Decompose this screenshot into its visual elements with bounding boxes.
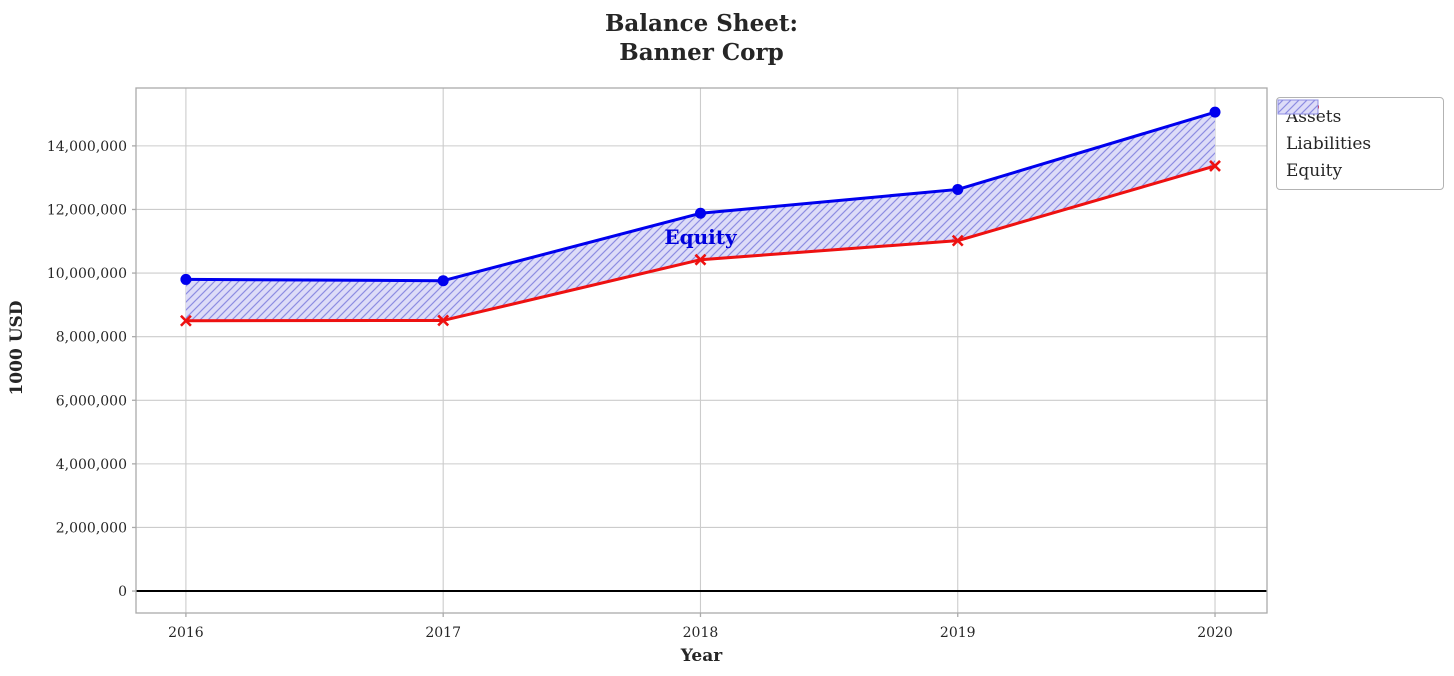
liabilities-marker — [1209, 159, 1221, 172]
legend-item-liabilities: Liabilities — [1279, 101, 1434, 157]
y-tick-label: 6,000,000 — [56, 393, 127, 409]
y-tick-label: 14,000,000 — [47, 139, 127, 155]
legend-label-equity: Equity — [1286, 160, 1343, 181]
assets-marker — [694, 207, 706, 219]
equity-patch-icon — [1277, 99, 1319, 115]
chart-title-line1: Balance Sheet: — [604, 10, 799, 37]
liabilities-marker — [694, 253, 707, 266]
equity-annotation: Equity — [664, 224, 737, 249]
liabilities-marker — [179, 314, 192, 327]
legend: Assets Liabilities Equity — [1276, 97, 1444, 190]
assets-marker — [180, 273, 192, 285]
y-tick-label: 4,000,000 — [56, 457, 127, 473]
assets-marker — [952, 183, 964, 195]
y-tick-label: 0 — [118, 584, 127, 600]
plot-layer — [136, 106, 1267, 593]
x-axis-label: Year — [680, 646, 723, 666]
y-axis-label: 1000 USD — [7, 300, 27, 396]
y-tick-label: 10,000,000 — [47, 266, 127, 282]
legend-item-equity: Equity — [1277, 99, 1434, 184]
plot-border — [135, 87, 1268, 614]
x-tick-label: 2017 — [425, 625, 461, 641]
chart-title-line2: Banner Corp — [619, 39, 784, 66]
x-tick-label: 2020 — [1197, 625, 1233, 641]
x-tick-label: 2016 — [168, 625, 204, 641]
y-tick-label: 2,000,000 — [56, 520, 127, 536]
y-tick-label: 8,000,000 — [56, 330, 127, 346]
grid-layer — [136, 88, 1267, 613]
x-tick-label: 2019 — [940, 625, 976, 641]
legend-label-liabilities: Liabilities — [1286, 133, 1372, 154]
equity-legend-patch — [1277, 99, 1319, 115]
x-tick-label: 2018 — [683, 625, 719, 641]
assets-marker — [1209, 106, 1221, 118]
y-tick-label: 12,000,000 — [47, 202, 127, 218]
chart-title: Balance Sheet: Banner Corp — [136, 9, 1267, 67]
liabilities-marker — [437, 314, 450, 327]
assets-marker — [437, 275, 449, 287]
liabilities-marker — [951, 234, 964, 247]
axis-layer: 0 2,000,000 4,000,000 6,000,000 8,000,000 10,… — [47, 87, 1268, 641]
